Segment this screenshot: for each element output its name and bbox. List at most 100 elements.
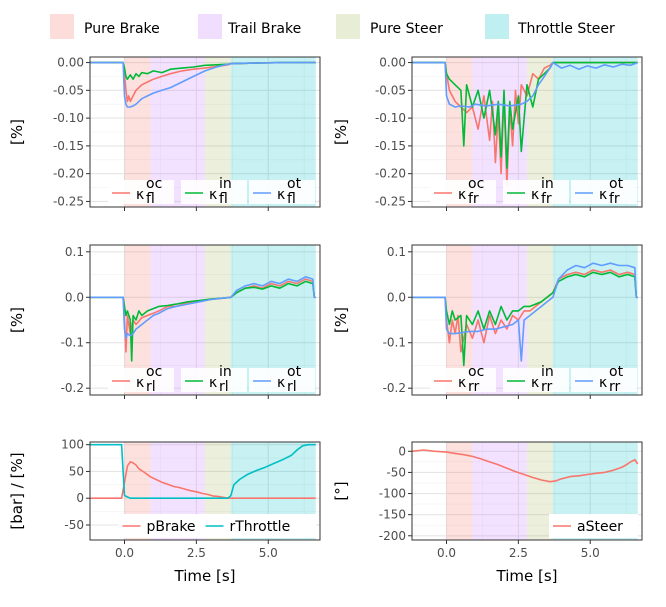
y-tick-label: -0.15 bbox=[375, 139, 406, 153]
legend-symbol: κ bbox=[531, 375, 539, 391]
y-tick-label: -0.05 bbox=[53, 83, 84, 97]
legend-superscript: ot bbox=[609, 176, 624, 192]
series-line-in bbox=[90, 280, 316, 362]
legend-symbol: κ bbox=[599, 187, 607, 203]
region-band bbox=[446, 442, 473, 540]
y-tick-label: -0.25 bbox=[53, 194, 84, 208]
y-tick-label: 0.0 bbox=[65, 290, 84, 304]
legend-key-bg bbox=[503, 180, 569, 204]
legend-superscript: in bbox=[219, 364, 232, 380]
y-axis-label: [%] bbox=[8, 307, 26, 333]
x-tick-label: 0.0 bbox=[115, 546, 134, 560]
series-line-in bbox=[412, 61, 638, 169]
y-axis-label: [%] bbox=[8, 119, 26, 145]
series-legend: aSteer bbox=[549, 514, 638, 538]
legend-symbol: κ bbox=[209, 375, 217, 391]
panel-border bbox=[89, 56, 321, 208]
y-tick-label: 0 bbox=[76, 491, 84, 505]
y-tick-label: -150 bbox=[379, 508, 406, 522]
y-tick-label: 100 bbox=[61, 438, 84, 452]
x-tick-label: 2.5 bbox=[509, 546, 528, 560]
panel-brake-throttle: 100 50 0 -50 0.0 2.5 5.0 Time [s] [bar] / [%] pBr… bbox=[8, 438, 321, 585]
legend-key-bg bbox=[108, 180, 174, 204]
y-tick-label: -100 bbox=[379, 487, 406, 501]
legend-subscript: fr bbox=[541, 191, 552, 207]
series-line-pBrake bbox=[90, 461, 316, 499]
series-line-ot bbox=[90, 61, 316, 108]
y-tick-label: -50 bbox=[64, 518, 84, 532]
y-tick-label: 0.0 bbox=[387, 290, 406, 304]
series-line-ot bbox=[412, 61, 638, 108]
legend-key-bg bbox=[571, 180, 637, 204]
y-tick-label: -0.10 bbox=[53, 111, 84, 125]
region-legend-item: Throttle Steer bbox=[485, 14, 615, 39]
y-tick-label: -0.1 bbox=[61, 336, 84, 350]
panel-border bbox=[411, 56, 643, 208]
region-band bbox=[472, 442, 527, 540]
legend-symbol: κ bbox=[209, 187, 217, 203]
x-tick-label: 5.0 bbox=[259, 546, 278, 560]
legend-superscript: oc bbox=[468, 364, 484, 380]
x-axis-label: Time [s] bbox=[174, 567, 236, 585]
legend-key-bg bbox=[249, 180, 315, 204]
legend-key-bg bbox=[430, 368, 496, 392]
region-legend-item: Pure Steer bbox=[336, 14, 443, 39]
y-axis-label: [bar] / [%] bbox=[8, 452, 26, 529]
legend-key-bg bbox=[181, 180, 247, 204]
y-tick-label: -50 bbox=[386, 465, 406, 479]
legend-superscript: ot bbox=[287, 364, 302, 380]
x-axis-label: Time [s] bbox=[496, 567, 558, 585]
series-line-aSteer bbox=[412, 449, 639, 483]
region-legend-label: Pure Steer bbox=[370, 21, 443, 37]
panel-border bbox=[411, 441, 643, 541]
panel-steer: 0 -50 -100 -150 -200 0.0 2.5 5.0 Time [s] [°] aSte… bbox=[332, 441, 643, 585]
y-tick-label: -0.20 bbox=[375, 167, 406, 181]
region-legend-label: Throttle Steer bbox=[517, 21, 615, 37]
panel-border bbox=[411, 244, 643, 396]
legend-key-bg bbox=[571, 368, 637, 392]
region-legend-label: Pure Brake bbox=[84, 21, 160, 37]
legend-symbol: κ bbox=[277, 187, 285, 203]
legend-superscript: ot bbox=[609, 364, 624, 380]
y-tick-label: -0.2 bbox=[383, 381, 406, 395]
legend-symbol: κ bbox=[136, 375, 144, 391]
legend-subscript: fl bbox=[287, 191, 296, 207]
y-tick-label: 0.1 bbox=[387, 245, 406, 259]
legend-subscript: rr bbox=[609, 379, 621, 395]
y-tick-label: -0.1 bbox=[383, 336, 406, 350]
legend-label: rThrottle bbox=[230, 519, 291, 535]
legend-superscript: in bbox=[541, 176, 554, 192]
panel-border bbox=[89, 244, 321, 396]
legend-symbol: κ bbox=[458, 187, 466, 203]
region-legend-swatch bbox=[198, 14, 222, 39]
legend-superscript: ot bbox=[287, 176, 302, 192]
legend-symbol: κ bbox=[458, 375, 466, 391]
y-tick-label: -0.25 bbox=[375, 194, 406, 208]
legend-key-bg bbox=[249, 368, 315, 392]
legend-subscript: fl bbox=[219, 191, 228, 207]
y-tick-label: -0.10 bbox=[375, 111, 406, 125]
legend-superscript: oc bbox=[146, 364, 162, 380]
legend-symbol: κ bbox=[599, 375, 607, 391]
x-tick-label: 2.5 bbox=[187, 546, 206, 560]
y-axis-label: [%] bbox=[332, 307, 350, 333]
y-tick-label: -0.20 bbox=[53, 167, 84, 181]
legend-superscript: oc bbox=[146, 176, 162, 192]
legend-key-bg bbox=[430, 180, 496, 204]
legend-symbol: κ bbox=[531, 187, 539, 203]
y-tick-label: -0.2 bbox=[61, 381, 84, 395]
legend-key-bg bbox=[181, 368, 247, 392]
region-legend-swatch bbox=[50, 14, 74, 39]
y-tick-label: -200 bbox=[379, 529, 406, 543]
legend-subscript: rl bbox=[287, 379, 297, 395]
region-legend-swatch bbox=[336, 14, 360, 39]
legend-key-bg bbox=[503, 368, 569, 392]
